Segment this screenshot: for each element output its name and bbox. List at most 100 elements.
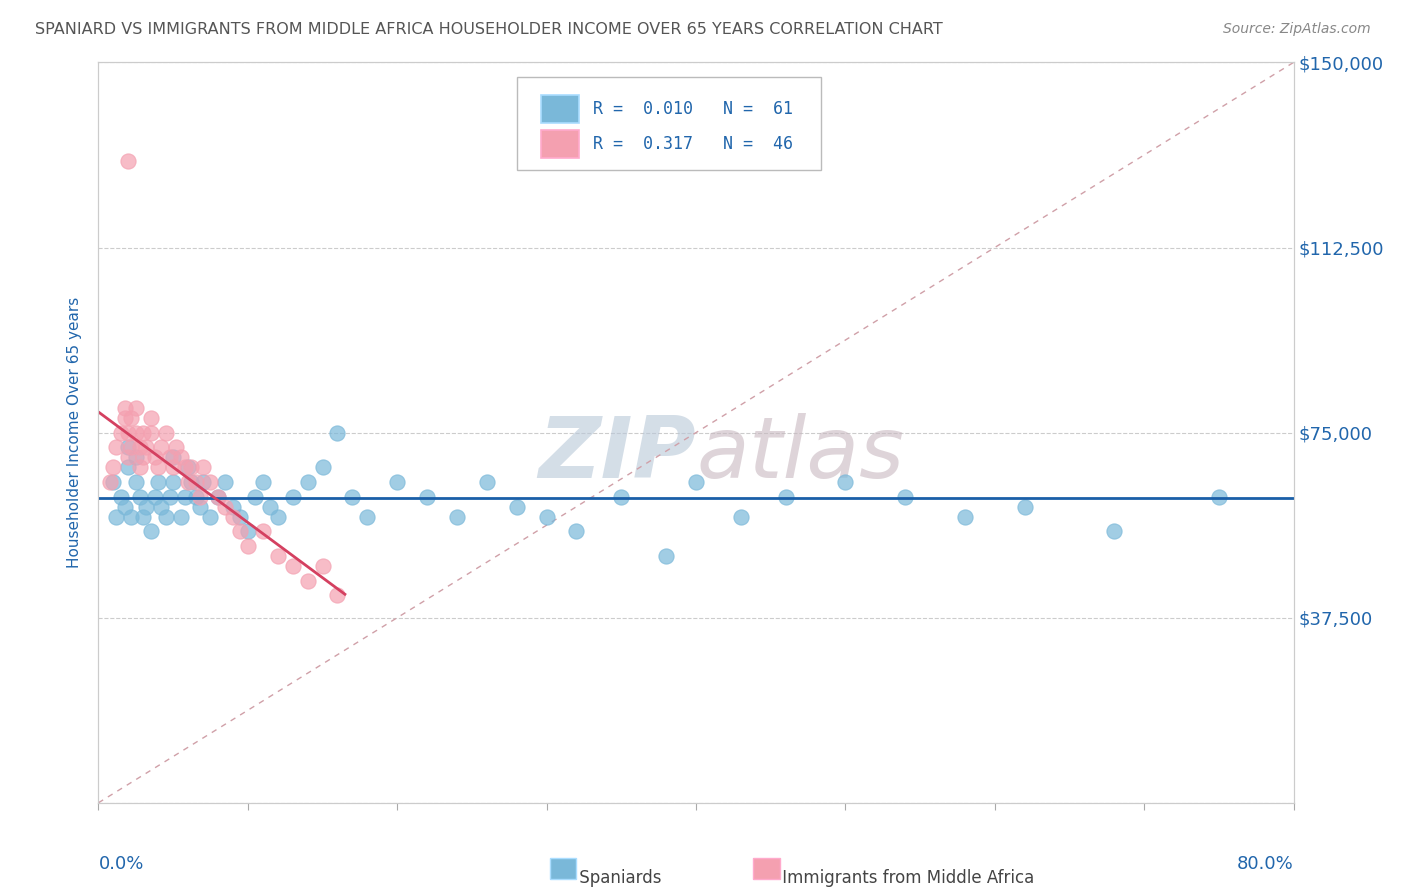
Point [200,475,222,489]
Point [125,475,148,489]
Point [565,524,588,539]
Text: R =  0.317   N =  46: R = 0.317 N = 46 [593,135,793,153]
Point [180,460,202,475]
Point [446,509,468,524]
Point [685,475,707,489]
Point [162,475,184,489]
Point [177,475,200,489]
Text: Spaniards: Spaniards [553,870,661,888]
Bar [541,130,579,158]
Text: Source: ZipAtlas.com: Source: ZipAtlas.com [1223,22,1371,37]
Point [245,490,267,504]
Point [117,460,139,475]
Point [135,441,157,455]
Point [135,500,157,514]
Point [252,475,274,489]
Point [114,401,136,415]
Point [475,475,498,489]
Point [114,410,136,425]
Point [184,490,207,504]
Point [98,475,122,489]
Bar [754,858,780,879]
Point [229,524,252,539]
Point [139,410,162,425]
Text: SPANIARD VS IMMIGRANTS FROM MIDDLE AFRICA HOUSEHOLDER INCOME OVER 65 YEARS CORRE: SPANIARD VS IMMIGRANTS FROM MIDDLE AFRIC… [35,22,943,37]
Point [536,509,558,524]
Bar [541,95,579,123]
Point [356,509,378,524]
Point [120,441,142,455]
Point [200,509,222,524]
Point [105,509,128,524]
Point [267,509,290,524]
Point [129,441,152,455]
Point [180,475,202,489]
Point [165,441,187,455]
Text: Immigrants from Middle Africa: Immigrants from Middle Africa [756,870,1033,888]
Point [117,450,139,465]
Point [281,558,304,573]
Y-axis label: Householder Income Over 65 years: Householder Income Over 65 years [67,297,83,568]
Point [148,475,170,489]
Point [159,490,181,504]
Point [191,475,214,489]
Point [169,450,191,465]
Point [143,490,166,504]
Point [184,475,207,489]
FancyBboxPatch shape [517,78,821,169]
Point [1208,490,1230,504]
Point [236,524,259,539]
Point [311,558,333,573]
Point [730,509,752,524]
Point [125,425,148,440]
Point [117,441,139,455]
Point [169,509,191,524]
Point [177,460,200,475]
Point [207,490,229,504]
Point [416,490,439,504]
Point [1104,524,1126,539]
Point [326,589,349,603]
Text: 80.0%: 80.0% [1237,855,1294,872]
Point [214,500,236,514]
Text: R =  0.010   N =  61: R = 0.010 N = 61 [593,100,793,118]
Point [222,509,245,524]
Point [326,425,349,440]
Point [1014,500,1036,514]
Bar [550,858,576,879]
Point [655,549,678,563]
Point [103,460,125,475]
Point [103,475,125,489]
Point [222,500,245,514]
Point [129,490,152,504]
Point [139,524,162,539]
Point [610,490,633,504]
Point [117,425,139,440]
Point [236,539,259,553]
Point [953,509,976,524]
Point [834,475,856,489]
Point [132,509,155,524]
Point [775,490,797,504]
Point [125,450,148,465]
Point [150,500,173,514]
Text: 0.0%: 0.0% [98,855,143,872]
Point [342,490,364,504]
Point [162,450,184,465]
Point [148,460,170,475]
Point [188,500,211,514]
Point [188,490,211,504]
Point [110,490,132,504]
Point [267,549,290,563]
Point [385,475,409,489]
Point [214,475,236,489]
Text: ZIP: ZIP [538,413,696,496]
Point [297,574,319,588]
Point [155,509,177,524]
Point [894,490,917,504]
Point [281,490,304,504]
Point [114,500,136,514]
Point [207,490,229,504]
Point [297,475,319,489]
Point [143,450,166,465]
